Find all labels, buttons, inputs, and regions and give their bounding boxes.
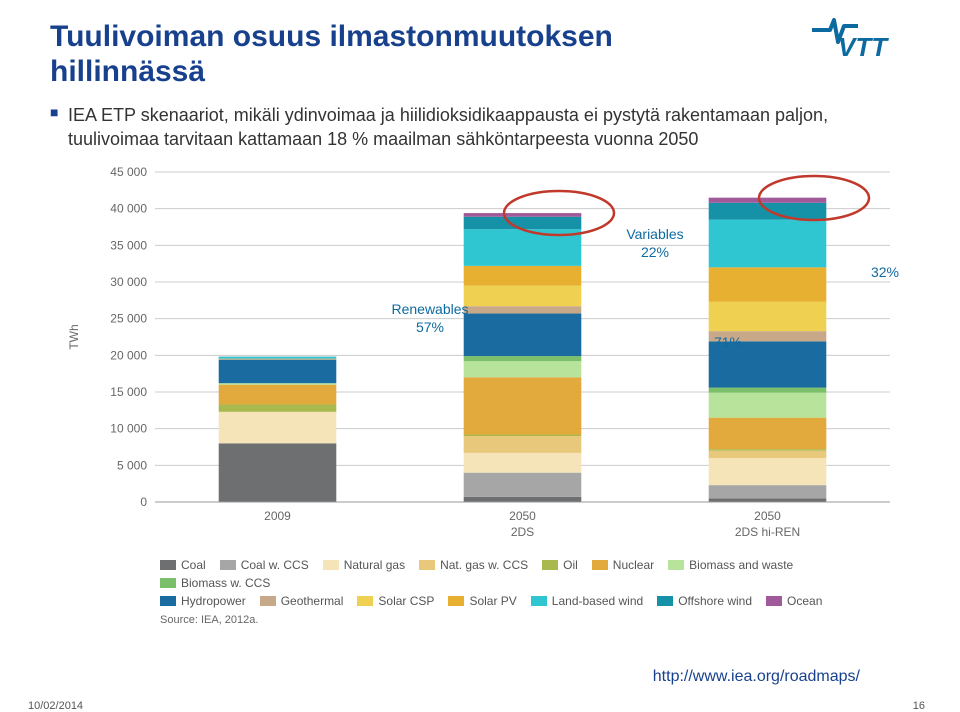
footer-link: http://www.iea.org/roadmaps/ [653, 668, 860, 686]
legend-item: Hydropower [160, 594, 246, 608]
legend-swatch [260, 596, 276, 606]
vtt-logo: VTT [810, 12, 920, 67]
legend-item: Nuclear [592, 558, 654, 572]
title-line-2: hillinnässä [50, 55, 205, 88]
legend-label: Offshore wind [678, 594, 752, 608]
legend-row: Hydropower Geothermal Solar CSP Solar PV Lan… [160, 594, 910, 608]
svg-text:20 000: 20 000 [110, 348, 147, 362]
footer-page-number: 16 [913, 700, 925, 712]
legend-label: Nuclear [613, 558, 654, 572]
legend-swatch [668, 560, 684, 570]
legend-swatch [160, 596, 176, 606]
legend-label: Geothermal [281, 594, 344, 608]
svg-text:25 000: 25 000 [110, 311, 147, 325]
legend-item: Nat. gas w. CCS [419, 558, 528, 572]
legend-swatch [531, 596, 547, 606]
legend-swatch [448, 596, 464, 606]
svg-text:Variables: Variables [626, 226, 683, 242]
legend-swatch [357, 596, 373, 606]
svg-text:35 000: 35 000 [110, 238, 147, 252]
legend-item: Biomass w. CCS [160, 576, 270, 590]
svg-text:71%: 71% [714, 334, 742, 350]
svg-text:22%: 22% [641, 244, 669, 260]
legend-swatch [419, 560, 435, 570]
legend-label: Solar PV [469, 594, 516, 608]
legend-item: Geothermal [260, 594, 344, 608]
svg-text:TWh: TWh [67, 324, 81, 349]
svg-text:2DS hi-REN: 2DS hi-REN [735, 525, 800, 539]
legend-item: Solar PV [448, 594, 516, 608]
legend-swatch [592, 560, 608, 570]
footer-date: 10/02/2014 [28, 700, 83, 712]
legend-label: Hydropower [181, 594, 246, 608]
legend-swatch [323, 560, 339, 570]
legend-item: Natural gas [323, 558, 405, 572]
legend-label: Ocean [787, 594, 822, 608]
legend-label: Coal w. CCS [241, 558, 309, 572]
svg-text:2DS: 2DS [511, 525, 534, 539]
svg-text:45 000: 45 000 [110, 165, 147, 179]
svg-text:10 000: 10 000 [110, 421, 147, 435]
svg-text:40 000: 40 000 [110, 201, 147, 215]
svg-text:VTT: VTT [838, 32, 889, 62]
bullet-list: IEA ETP skenaariot, mikäli ydinvoimaa ja… [50, 103, 910, 152]
legend-swatch [160, 578, 176, 588]
svg-text:2050: 2050 [754, 509, 781, 523]
legend-label: Natural gas [344, 558, 405, 572]
legend-label: Biomass and waste [689, 558, 793, 572]
legend-item: Land-based wind [531, 594, 643, 608]
svg-text:15 000: 15 000 [110, 385, 147, 399]
legend-item: Coal [160, 558, 206, 572]
title-line-1: Tuulivoiman osuus ilmastonmuutoksen [50, 20, 613, 53]
legend-swatch [542, 560, 558, 570]
legend-item: Biomass and waste [668, 558, 793, 572]
page-title: Tuulivoiman osuus ilmastonmuutoksen hill… [50, 20, 910, 89]
legend-item: Solar CSP [357, 594, 434, 608]
svg-text:5 000: 5 000 [117, 458, 147, 472]
legend-label: Coal [181, 558, 206, 572]
legend-item: Ocean [766, 594, 822, 608]
legend-swatch [766, 596, 782, 606]
svg-text:2050: 2050 [509, 509, 536, 523]
svg-text:32%: 32% [871, 264, 899, 280]
legend-item: Oil [542, 558, 578, 572]
legend-label: Oil [563, 558, 578, 572]
legend-label: Solar CSP [378, 594, 434, 608]
legend-swatch [657, 596, 673, 606]
svg-text:0: 0 [140, 495, 147, 509]
legend-row: Coal Coal w. CCS Natural gas Nat. gas w. CC… [160, 558, 910, 590]
legend-swatch [220, 560, 236, 570]
svg-text:Renewables: Renewables [391, 301, 468, 317]
chart-legend: Coal Coal w. CCS Natural gas Nat. gas w. CC… [160, 558, 910, 608]
legend-label: Biomass w. CCS [181, 576, 270, 590]
legend-label: Nat. gas w. CCS [440, 558, 528, 572]
legend-item: Offshore wind [657, 594, 752, 608]
stacked-bar-chart: 0 5 000 10 000 15 000 20 000 25 000 30 000 35 0… [60, 162, 900, 552]
chart-source: Source: IEA, 2012a. [160, 614, 910, 626]
legend-item: Coal w. CCS [220, 558, 309, 572]
svg-text:2009: 2009 [264, 509, 291, 523]
legend-label: Land-based wind [552, 594, 643, 608]
bullet-item: IEA ETP skenaariot, mikäli ydinvoimaa ja… [50, 103, 910, 152]
svg-text:30 000: 30 000 [110, 275, 147, 289]
svg-text:57%: 57% [416, 319, 444, 335]
legend-swatch [160, 560, 176, 570]
